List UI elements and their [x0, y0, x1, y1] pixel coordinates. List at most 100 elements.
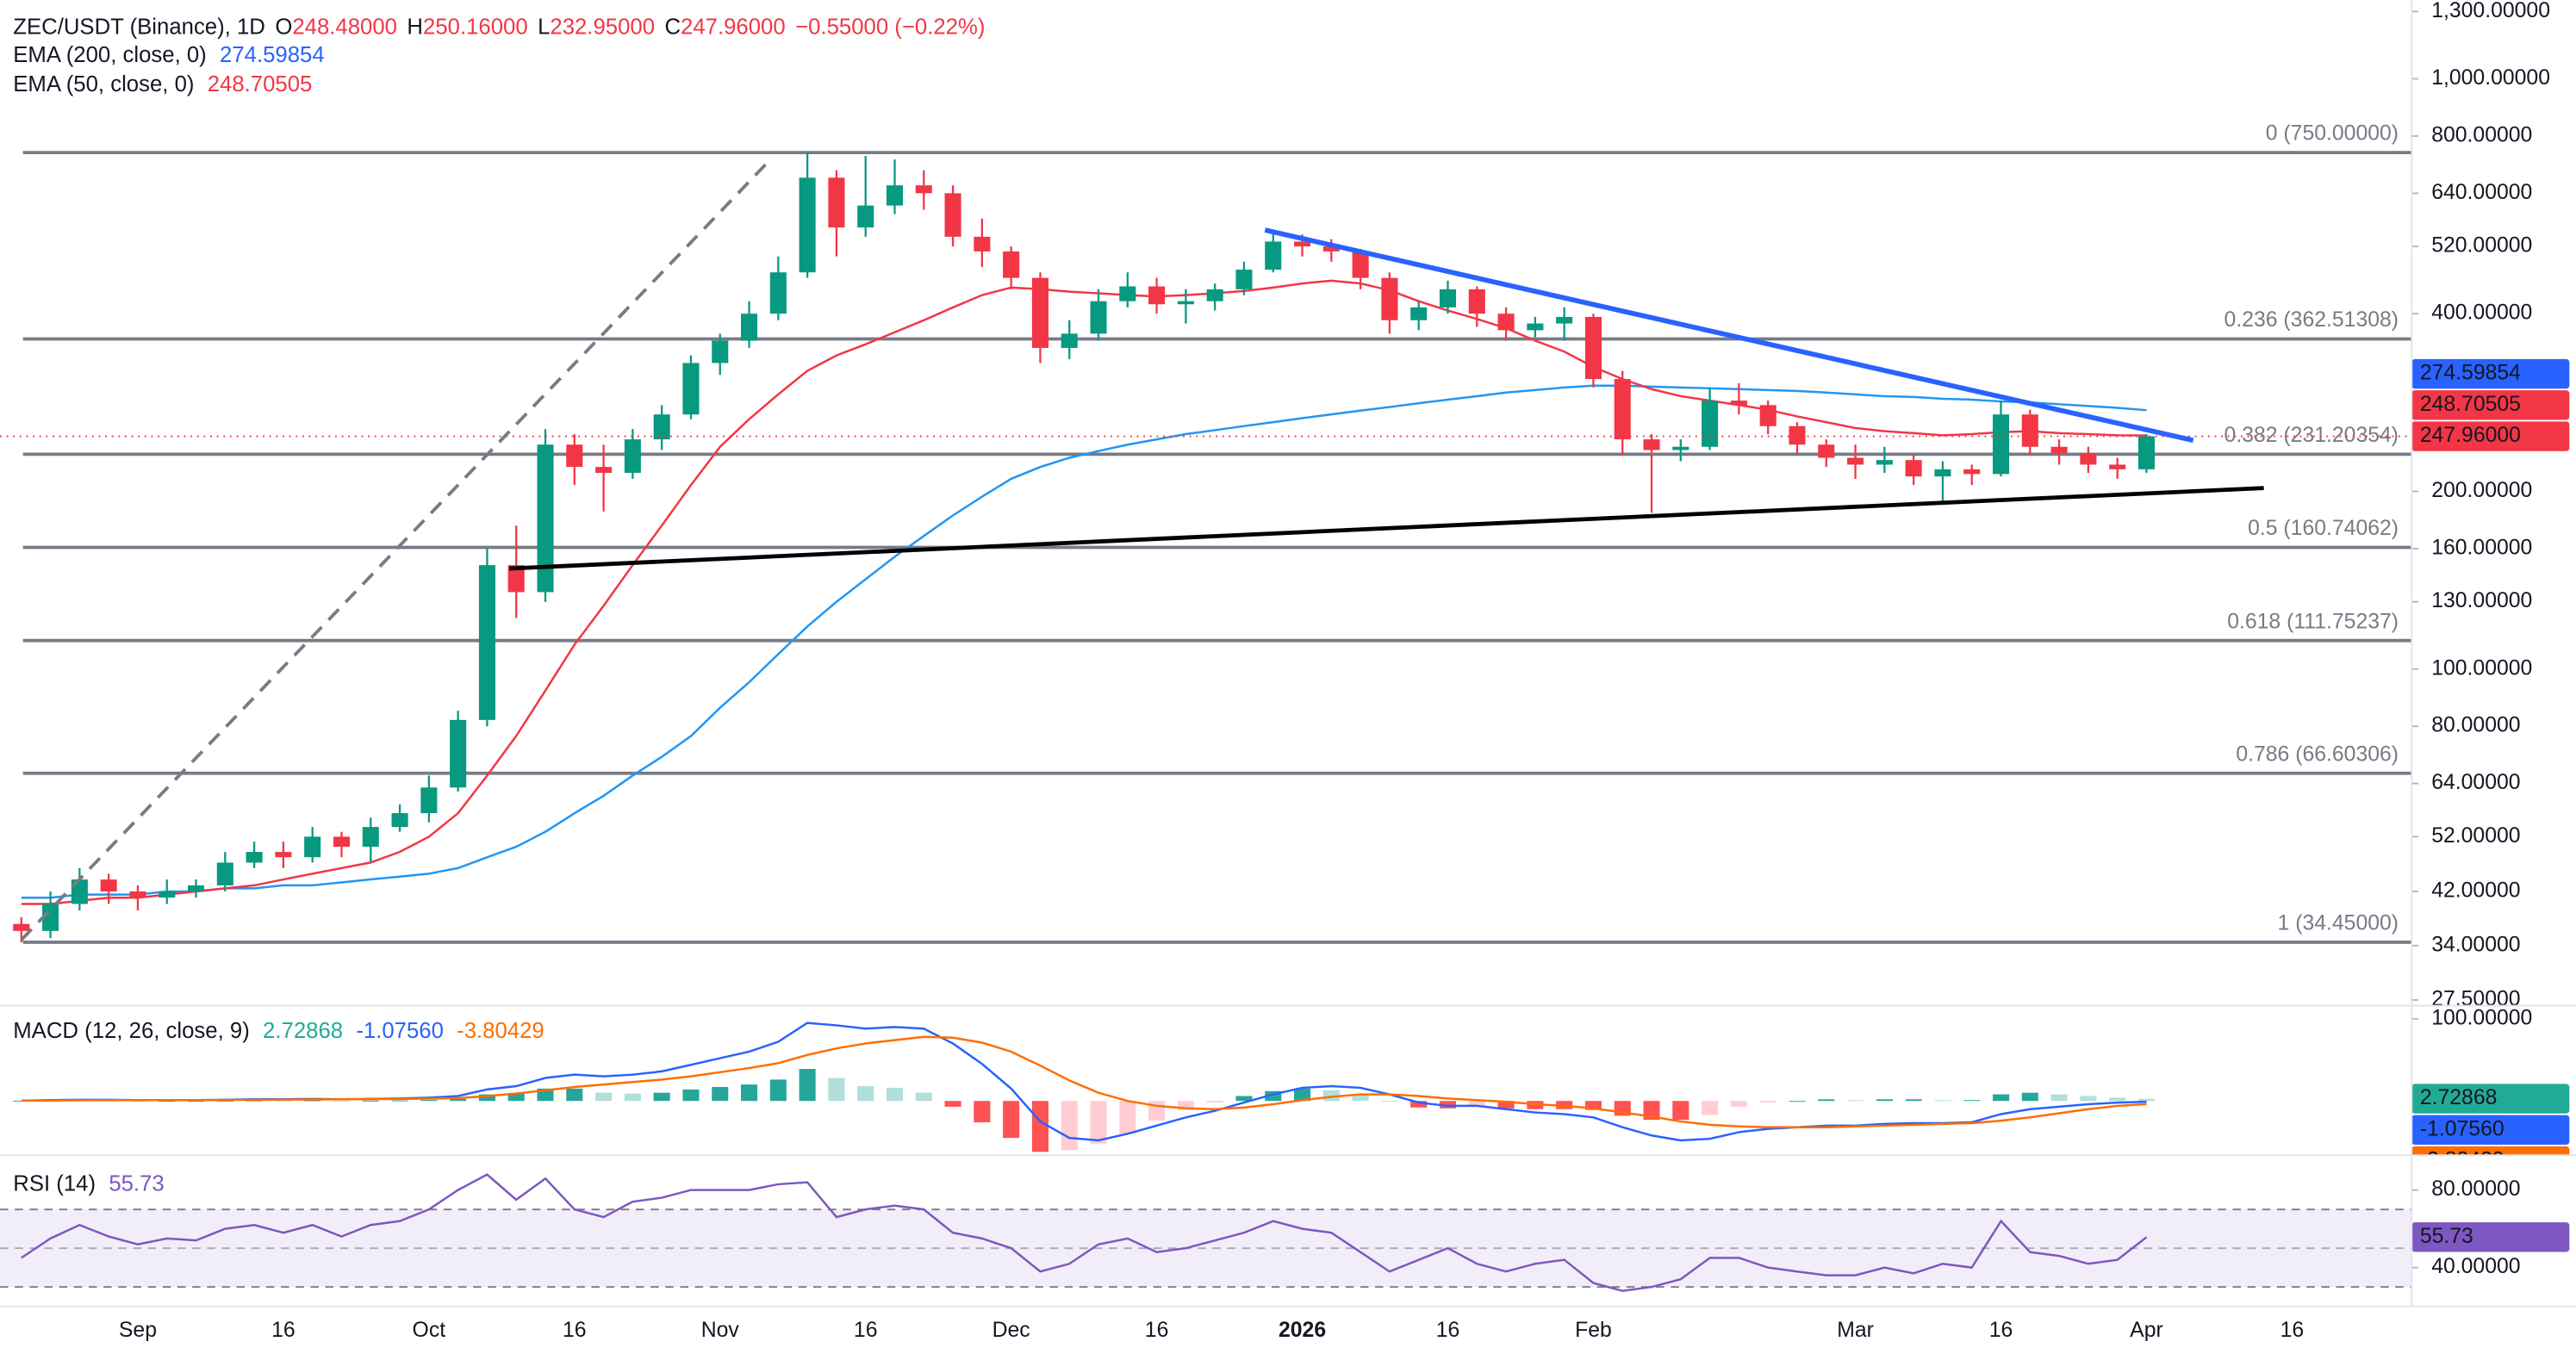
histogram-bar [1702, 1101, 1719, 1115]
y-tick-label: 80.00000 [2431, 714, 2520, 737]
candle-body [1235, 270, 1253, 289]
histogram-bar [1265, 1090, 1282, 1102]
y-tick-label: 27.50000 [2431, 988, 2520, 1011]
histogram-bar [1294, 1088, 1311, 1102]
y-tick-label: 34.00000 [2431, 933, 2520, 956]
histogram-bar [1730, 1101, 1747, 1107]
candle-body [1789, 425, 1806, 445]
histogram-bar [595, 1092, 613, 1102]
histogram-bar [682, 1089, 700, 1102]
candle-body [1468, 289, 1485, 314]
rsi-pane: 80.00000 40.00000 55.73 [0, 1173, 2570, 1293]
y-tick-label: 200.00000 [2431, 479, 2532, 502]
ema-line [21, 279, 2147, 905]
candle-body [1352, 251, 1369, 278]
price-tag-label: 274.59854 [2420, 362, 2521, 385]
candle-body [1177, 301, 1194, 305]
price-tag-label: 248.70505 [2420, 393, 2521, 416]
macd-legend: MACD (12, 26, close, 9) 2.72868 -1.07560 -3… [13, 1019, 544, 1043]
price-tag-label: 247.96000 [2420, 424, 2521, 447]
price-tag [2411, 421, 2570, 451]
candle-body [304, 836, 321, 858]
y-tick-label: 520.00000 [2431, 234, 2532, 258]
candle-body [333, 836, 351, 848]
histogram-bar [1789, 1101, 1806, 1102]
y-tick-label: 1,000.00000 [2431, 66, 2550, 90]
candle-body [1381, 277, 1398, 320]
fib-label: 0.786 (66.60306) [2236, 742, 2399, 766]
ohlc-label: H [407, 15, 423, 39]
histogram-bar [624, 1093, 641, 1102]
candle-body [653, 414, 670, 440]
candle-body [741, 314, 758, 341]
ema-legend: EMA (200, close, 0) 274.59854 [13, 43, 324, 67]
x-tick-label: Dec [992, 1319, 1030, 1342]
histogram-bar [886, 1087, 904, 1102]
fib-label: 1 (34.45000) [2278, 911, 2399, 935]
x-tick-label: 16 [271, 1319, 296, 1342]
signal-line [21, 1035, 2147, 1128]
histogram-bar [391, 1100, 408, 1102]
histogram-bar [1061, 1101, 1078, 1151]
y-tick-label: 800.00000 [2431, 123, 2532, 146]
candle-body [187, 885, 205, 891]
ema-line [21, 384, 2147, 899]
candle-body [1876, 460, 1893, 465]
x-tick-label: 16 [2280, 1319, 2305, 1342]
histogram-bar [1206, 1101, 1223, 1103]
candle-body [1322, 246, 1340, 252]
histogram-bar [1759, 1101, 1776, 1103]
candle-body [1148, 286, 1166, 305]
signal-value: -3.80429 [457, 1019, 544, 1043]
y-tick-label: 52.00000 [2431, 824, 2520, 848]
fib-label: 0.382 (231.20354) [2224, 424, 2399, 447]
candle-body [1730, 401, 1747, 406]
histogram-bar [275, 1100, 292, 1102]
candle-body [246, 852, 263, 863]
ohlc-label: C [664, 15, 681, 39]
candle-body [1439, 289, 1457, 307]
price-legend: ZEC/USDT (Binance), 1D O248.48000 H250.160… [13, 15, 985, 39]
candle-body [1963, 469, 1981, 475]
histogram-bar [1818, 1099, 1835, 1102]
x-tick-label: Apr [2130, 1319, 2163, 1342]
resistance-trend-line [1264, 227, 2194, 444]
candle-body [1119, 286, 1136, 301]
histogram-bar [828, 1078, 845, 1102]
histogram-bar [420, 1100, 438, 1102]
change: −0.55000 (−0.22%) [795, 15, 985, 39]
histogram-bar [1992, 1094, 2010, 1102]
fib-label: 0.5 (160.74062) [2248, 517, 2399, 540]
x-tick-label: 16 [854, 1319, 878, 1342]
ema-legend: EMA (50, close, 0) 248.70505 [13, 72, 312, 96]
candle-body [362, 827, 379, 848]
candle-body [2050, 446, 2068, 454]
histogram-bar [1003, 1101, 1020, 1139]
x-tick-label: Nov [701, 1319, 740, 1342]
macd-value: -1.07560 [356, 1019, 444, 1043]
ema-name: EMA (50, close, 0) [13, 72, 194, 96]
candle-body [828, 177, 845, 228]
candle-body [944, 193, 961, 237]
histogram-bar [2109, 1097, 2126, 1102]
histogram-bar [741, 1084, 758, 1102]
histogram-bar [1934, 1100, 1951, 1102]
price-tag-label: 55.73 [2420, 1225, 2473, 1248]
candle-body [915, 185, 932, 194]
histogram-bar [187, 1101, 205, 1102]
symbol: ZEC/USDT (Binance), 1D [13, 15, 265, 39]
y-tick-label: 80.00000 [2431, 1177, 2520, 1201]
candle-body [1614, 379, 1631, 440]
y-tick-label: 640.00000 [2431, 181, 2532, 204]
candle-body [42, 904, 59, 931]
ohlc-label: L [538, 15, 550, 39]
histogram-bar [1584, 1101, 1602, 1110]
histogram-bar [1031, 1101, 1048, 1152]
histogram-bar [159, 1101, 176, 1102]
x-tick-label: 2026 [1279, 1319, 1326, 1342]
candle-body [2137, 436, 2155, 469]
histogram-bar [566, 1088, 583, 1102]
histogram-bar [1905, 1099, 1922, 1102]
